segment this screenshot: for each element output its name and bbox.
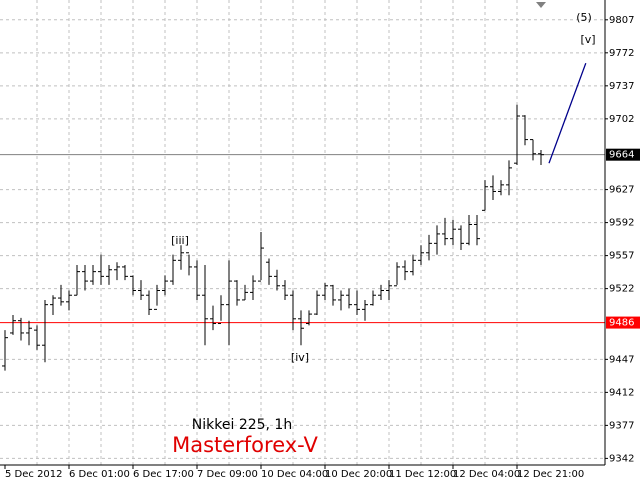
x-tick-label: 7 Dec 09:00 <box>197 469 258 480</box>
y-tick-label: 9522 <box>609 284 634 295</box>
y-tick-label: 9772 <box>609 48 634 59</box>
y-tick-label: 9342 <box>609 453 634 464</box>
x-tick-label: 11 Dec 12:00 <box>389 469 456 480</box>
y-tick-label: 9447 <box>609 354 634 365</box>
y-tick-label: 9627 <box>609 185 634 196</box>
trendline <box>548 62 587 164</box>
y-tick-label: 9557 <box>609 251 634 262</box>
x-tick-label: 10 Dec 20:00 <box>325 469 392 480</box>
y-tick-label: 9807 <box>609 15 634 26</box>
chart-title: Nikkei 225, 1h <box>192 417 292 433</box>
x-tick-label: 10 Dec 04:00 <box>261 469 328 480</box>
shift-marker <box>536 2 546 8</box>
wave-label: [v] <box>580 33 595 46</box>
price-label: 9664 <box>609 150 634 161</box>
price-label: 9486 <box>609 318 634 329</box>
x-tick-label: 12 Dec 21:00 <box>517 469 584 480</box>
y-tick-label: 9702 <box>609 114 634 125</box>
brand-label: Masterforex-V <box>172 433 318 457</box>
y-tick-label: 9592 <box>609 218 634 229</box>
x-tick-label: 12 Dec 04:00 <box>453 469 520 480</box>
price-label-box <box>606 148 640 161</box>
x-tick-label: 5 Dec 2012 <box>5 469 63 480</box>
wave-label: [iv] <box>291 351 309 364</box>
y-tick-label: 9377 <box>609 420 634 431</box>
price-label-box <box>606 316 640 329</box>
x-tick-label: 6 Dec 17:00 <box>133 469 194 480</box>
wave-label: (5) <box>576 11 592 24</box>
y-tick-label: 9412 <box>609 387 634 398</box>
x-tick-label: 6 Dec 01:00 <box>69 469 130 480</box>
y-tick-label: 9737 <box>609 81 634 92</box>
wave-label: [iii] <box>171 234 189 247</box>
